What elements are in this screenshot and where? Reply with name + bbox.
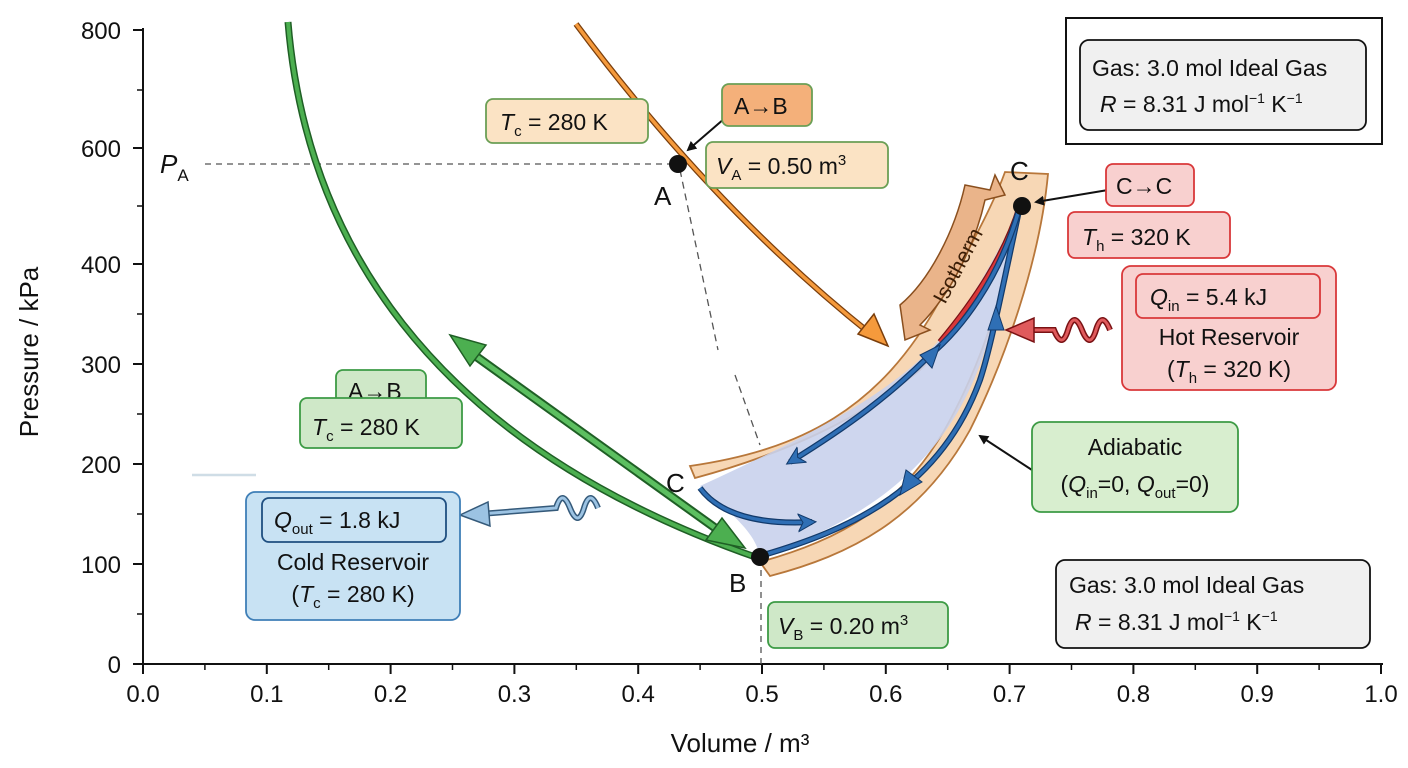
svg-text:A→B: A→B (734, 93, 788, 119)
svg-text:VB = 0.20 m3: VB = 0.20 m3 (778, 612, 908, 644)
point-b-label: B (729, 568, 746, 598)
cc-box: C→C (1105, 163, 1195, 207)
heat-input-arrow (1004, 316, 1113, 344)
green-arrow (448, 333, 747, 550)
x-tick-label: 0.8 (1117, 681, 1150, 708)
vb-box: VB = 0.20 m3 (767, 601, 949, 649)
svg-text:(Th = 320 K): (Th = 320 K) (1167, 356, 1291, 387)
x-tick-label: 0.2 (374, 681, 407, 708)
cold-reservoir-box: Qout = 1.8 kJ Cold Reservoir (Tc = 280 K… (245, 491, 461, 621)
axis-ticks: 0.0 0.1 0.2 0.3 0.4 0.5 0.6 0.7 0.8 0.9 1.0 0 100 200… (81, 18, 1398, 708)
gas-info-bottom: Gas: 3.0 mol Ideal Gas R = 8.31 J mol−1 … (1055, 559, 1371, 649)
y-tick-label: 200 (81, 452, 121, 479)
ab-top-box: A→B (721, 83, 813, 127)
th-box: Th = 320 K (1067, 211, 1231, 259)
point-b (751, 548, 769, 566)
point-a-label: A (654, 181, 672, 211)
y-tick-label: 100 (81, 552, 121, 579)
cycle-area (700, 206, 1020, 556)
svg-text:R = 8.31 J mol−1 K−1: R = 8.31 J mol−1 K−1 (1100, 90, 1303, 117)
green-isotherm-curve (284, 21, 760, 562)
svg-text:R = 8.31 J mol−1 K−1: R = 8.31 J mol−1 K−1 (1075, 608, 1278, 635)
pa-label: PA (160, 149, 189, 185)
svg-text:Cold Reservoir: Cold Reservoir (277, 549, 429, 575)
x-tick-label: 0.6 (869, 681, 902, 708)
x-axis-title: Volume / m³ (671, 728, 810, 758)
svg-text:VA = 0.50 m3: VA = 0.50 m3 (716, 152, 846, 184)
x-tick-label: 0.0 (126, 681, 159, 708)
y-tick-label: 800 (81, 18, 121, 45)
point-c-label: C (1010, 156, 1029, 186)
y-tick-label: 400 (81, 252, 121, 279)
tc-left-box: Tc = 280 K (299, 397, 463, 449)
point-c2-label: C (666, 468, 685, 498)
point-a (669, 155, 687, 173)
x-tick-label: 0.3 (498, 681, 531, 708)
state-points: A B C C (654, 155, 1031, 598)
svg-text:(Qin=0, Qout=0): (Qin=0, Qout=0) (1061, 471, 1210, 502)
x-tick-label: 0.1 (250, 681, 283, 708)
x-tick-label: 0.5 (745, 681, 778, 708)
svg-text:Tc = 280 K: Tc = 280 K (312, 414, 421, 445)
svg-text:Tc = 280 K: Tc = 280 K (500, 109, 609, 140)
y-tick-label: 300 (81, 352, 121, 379)
point-c (1013, 197, 1031, 215)
svg-text:Hot Reservoir: Hot Reservoir (1159, 324, 1300, 350)
x-tick-label: 1.0 (1364, 681, 1397, 708)
svg-text:Qin = 5.4 kJ: Qin = 5.4 kJ (1150, 284, 1267, 315)
gas-info-top: Gas: 3.0 mol Ideal Gas R = 8.31 J mol−1 … (1065, 17, 1383, 145)
cycle-arrowheads (899, 304, 1005, 497)
svg-text:Gas: 3.0 mol Ideal Gas: Gas: 3.0 mol Ideal Gas (1092, 55, 1327, 81)
svg-text:(Tc = 280 K): (Tc = 280 K) (291, 581, 414, 612)
y-axis-title: Pressure / kPa (14, 266, 44, 437)
y-tick-label: 600 (81, 136, 121, 163)
x-tick-label: 0.4 (622, 681, 655, 708)
y-tick-label: 0 (108, 652, 121, 679)
x-tick-label: 0.9 (1241, 681, 1274, 708)
hot-reservoir-box: Qin = 5.4 kJ Hot Reservoir (Th = 320 K) (1121, 265, 1337, 391)
svg-text:Adiabatic: Adiabatic (1088, 434, 1183, 460)
heat-output-arrow (458, 495, 601, 528)
adiabatic-box: Adiabatic (Qin=0, Qout=0) (1031, 421, 1239, 513)
svg-text:Th = 320 K: Th = 320 K (1082, 224, 1191, 255)
svg-text:Qout = 1.8 kJ: Qout = 1.8 kJ (274, 507, 400, 538)
svg-text:C→C: C→C (1116, 173, 1172, 199)
orange-curve (573, 22, 890, 348)
pa-reference: PA (160, 149, 676, 185)
va-box: VA = 0.50 m3 (705, 141, 889, 189)
x-tick-label: 0.7 (993, 681, 1026, 708)
tc-top-box: Tc = 280 K (485, 98, 649, 144)
svg-text:Gas: 3.0 mol Ideal Gas: Gas: 3.0 mol Ideal Gas (1069, 572, 1304, 598)
ab-dashed-line (679, 169, 761, 446)
